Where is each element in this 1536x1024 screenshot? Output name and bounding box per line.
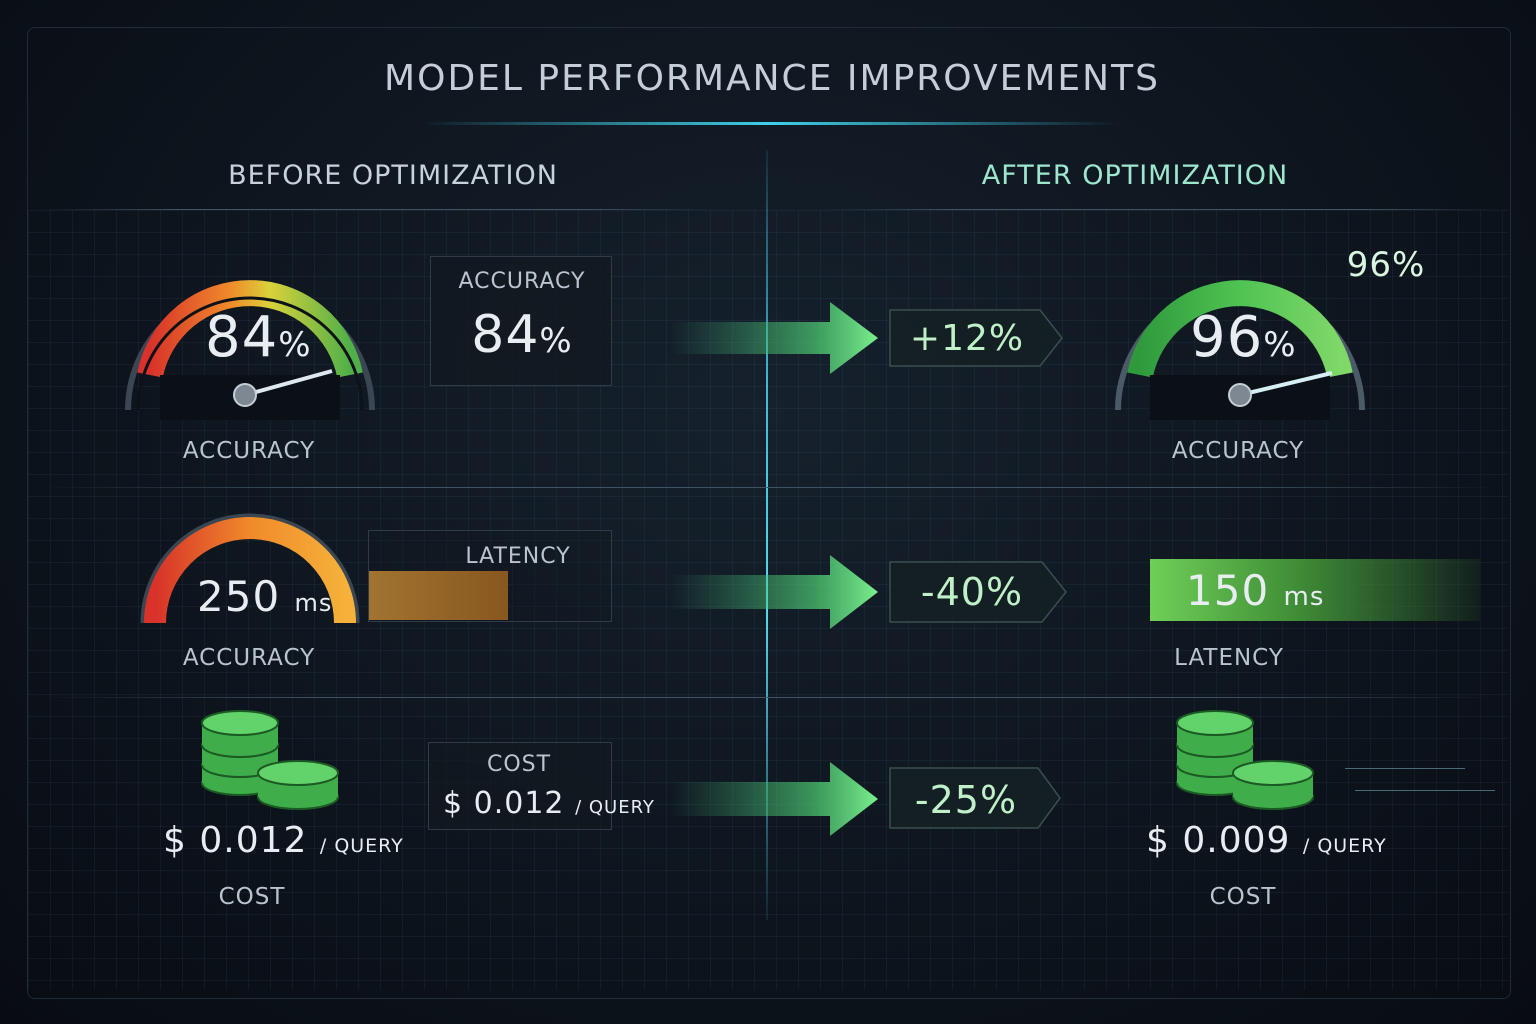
before-accuracy-card-title: ACCURACY bbox=[458, 269, 586, 294]
after-cost-deco-line-2 bbox=[1355, 790, 1495, 791]
after-latency-value: 150 ms bbox=[1186, 566, 1325, 615]
before-cost-card-value: $ 0.012 / QUERY bbox=[443, 786, 655, 821]
after-latency-label: LATENCY bbox=[1174, 645, 1284, 671]
before-accuracy-gauge-value: 84% bbox=[205, 305, 312, 370]
before-cost-label: COST bbox=[218, 884, 286, 910]
latency-arrow bbox=[670, 555, 878, 629]
accuracy-change-badge: +12% bbox=[909, 318, 1025, 359]
improvement-arrows bbox=[670, 302, 1067, 836]
before-latency-gauge-value: 250 ms bbox=[197, 572, 333, 621]
after-accuracy-gauge-label: ACCURACY bbox=[1171, 438, 1305, 464]
before-latency-gauge bbox=[140, 513, 360, 624]
after-cost-deco-line-1 bbox=[1345, 768, 1465, 769]
after-cost-label: COST bbox=[1209, 884, 1277, 910]
before-accuracy-gauge-label: ACCURACY bbox=[182, 438, 316, 464]
before-cost-card-title: COST bbox=[486, 752, 552, 777]
after-heading: AFTER OPTIMIZATION bbox=[981, 160, 1289, 191]
after-accuracy-gauge-value: 96% bbox=[1190, 305, 1297, 370]
latency-change-badge: -40% bbox=[920, 570, 1024, 614]
row-rule-2 bbox=[40, 697, 1500, 698]
after-cost-value: $ 0.009 / QUERY bbox=[1146, 820, 1387, 861]
before-cost-card bbox=[428, 742, 612, 830]
before-coins-icon bbox=[201, 710, 339, 810]
center-divider bbox=[766, 150, 768, 920]
accuracy-arrow bbox=[670, 302, 878, 374]
before-latency-card bbox=[368, 530, 612, 622]
cost-arrow bbox=[670, 762, 878, 836]
before-cost-value: $ 0.012 / QUERY bbox=[163, 820, 404, 861]
before-heading-rule bbox=[40, 209, 720, 210]
after-accuracy-corner-value: 96% bbox=[1346, 245, 1426, 285]
before-accuracy-gauge bbox=[125, 280, 375, 420]
title-underline bbox=[420, 122, 1120, 125]
after-latency-bar bbox=[1150, 559, 1480, 621]
outer-frame bbox=[27, 27, 1511, 999]
after-accuracy-gauge bbox=[1115, 280, 1365, 420]
row-rule-1 bbox=[40, 487, 1500, 488]
after-heading-rule bbox=[820, 209, 1500, 210]
after-coins-icon bbox=[1176, 710, 1314, 810]
before-latency-gauge-label: ACCURACY bbox=[182, 645, 316, 671]
before-heading: BEFORE OPTIMIZATION bbox=[228, 160, 558, 191]
cost-change-badge: -25% bbox=[914, 778, 1018, 822]
before-accuracy-card-value: 84% bbox=[471, 305, 573, 365]
before-accuracy-card bbox=[430, 256, 612, 386]
page-title: MODEL PERFORMANCE IMPROVEMENTS bbox=[384, 58, 1160, 99]
before-latency-bar bbox=[368, 571, 508, 620]
before-latency-card-title: LATENCY bbox=[465, 544, 571, 569]
